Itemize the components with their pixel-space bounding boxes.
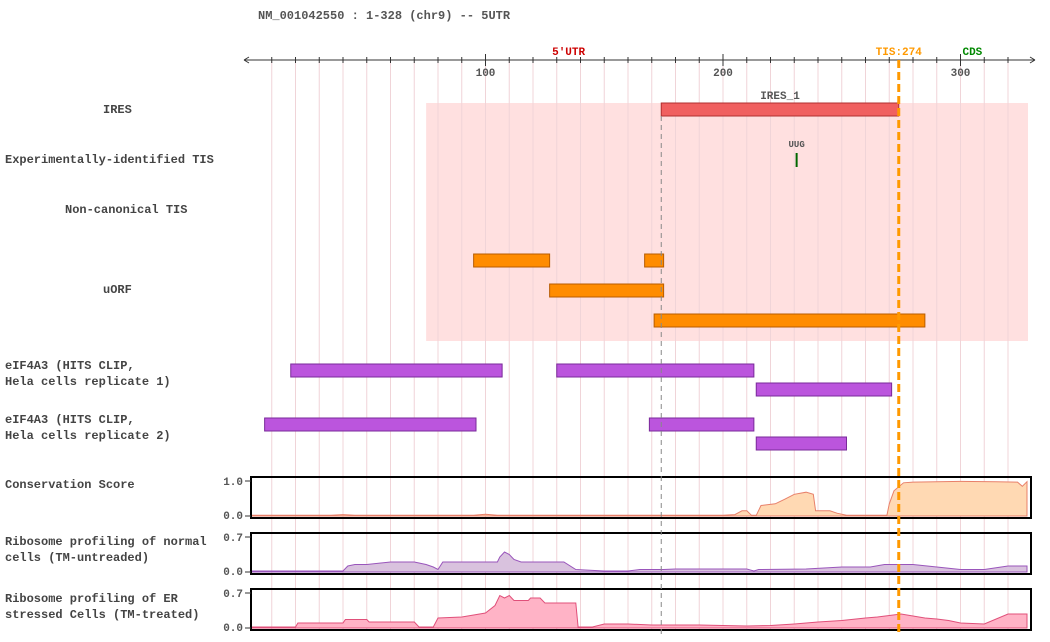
uorf-bar (653, 313, 926, 328)
signal-frame (250, 532, 1032, 575)
clip-bar (556, 363, 755, 378)
x-tick-label: 300 (951, 68, 971, 80)
signal-tick-label: 0.0 (223, 623, 243, 635)
signal-tick-label: 0.7 (223, 533, 243, 545)
track-label: eIF4A3 (HITS CLIP, Hela cells replicate … (5, 359, 171, 389)
signal-area (249, 551, 1028, 573)
signal-track-label: Ribosome profiling of ER stressed Cells … (5, 592, 200, 622)
signal-track-label: Conservation Score (5, 478, 135, 492)
track-label: Non-canonical TIS (65, 203, 188, 217)
page-title: NM_001042550 : 1-328 (chr9) -- 5UTR (258, 9, 511, 23)
signal-tick-label: 0.7 (223, 589, 243, 601)
ires-bar-label: IRES_1 (760, 91, 800, 103)
uug-label: UUG (789, 140, 805, 150)
clip-bar (290, 363, 503, 378)
x-tick-label: 200 (713, 68, 733, 80)
signal-frame (250, 476, 1032, 519)
clip-bar (648, 417, 755, 432)
signal-tick-label: 0.0 (223, 567, 243, 579)
signal-tick-label: 0.0 (223, 511, 243, 523)
signal-area (249, 480, 1028, 517)
x-tick-label: 100 (476, 68, 496, 80)
uorf-bar (473, 253, 551, 268)
track-label: IRES (103, 103, 132, 117)
ires-bar (660, 102, 900, 117)
track-label: Experimentally-identified TIS (5, 153, 214, 167)
x-axis-arrows (243, 56, 1036, 64)
uorf-bar (549, 283, 665, 298)
track-label: uORF (103, 283, 132, 297)
signal-frame (250, 588, 1032, 631)
uorf-bar (644, 253, 665, 268)
region-label: TIS:274 (876, 47, 923, 59)
signal-track-label: Ribosome profiling of normal cells (TM-u… (5, 535, 207, 565)
signal-tick-label: 1.0 (223, 477, 243, 489)
signal-area (249, 594, 1028, 629)
clip-bar (755, 436, 847, 451)
region-label: CDS (962, 47, 982, 59)
clip-bar (264, 417, 477, 432)
clip-bar (755, 382, 893, 397)
ires-region-shading (426, 103, 1028, 341)
track-label: eIF4A3 (HITS CLIP, Hela cells replicate … (5, 413, 171, 443)
region-label: 5'UTR (552, 47, 585, 59)
